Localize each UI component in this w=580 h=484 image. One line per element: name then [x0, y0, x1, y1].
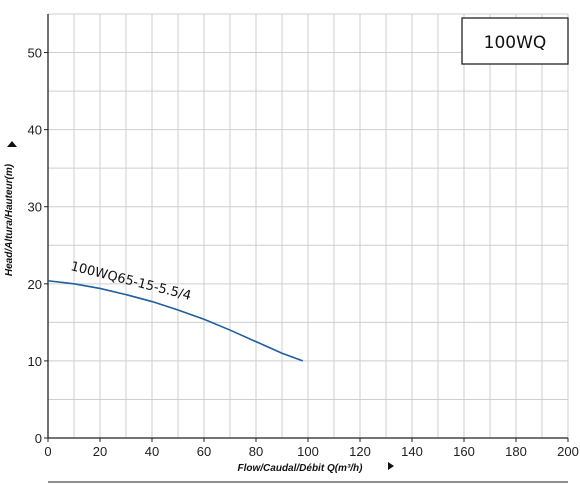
- x-tick-label: 140: [401, 444, 423, 459]
- x-tick-label: 180: [505, 444, 527, 459]
- y-axis-title: Head/Altura/Hauteur(m): [4, 163, 15, 276]
- y-tick-label: 10: [28, 354, 42, 369]
- y-tick-label: 50: [28, 46, 42, 61]
- x-tick-label: 200: [557, 444, 579, 459]
- y-tick-label: 20: [28, 277, 42, 292]
- x-tick-label: 0: [44, 444, 51, 459]
- x-tick-label: 100: [297, 444, 319, 459]
- y-tick-label: 30: [28, 200, 42, 215]
- y-tick-label: 40: [28, 123, 42, 138]
- x-tick-label: 60: [197, 444, 211, 459]
- x-tick-label: 120: [349, 444, 371, 459]
- series-line: [47, 279, 304, 362]
- model-box-label: 100WQ: [484, 33, 547, 53]
- y-tick-labels: 0 10 20 30 40 50: [28, 46, 48, 446]
- x-tick-label: 80: [249, 444, 263, 459]
- y-axis-arrow-icon: [7, 141, 17, 147]
- x-axis-arrow-icon: [388, 462, 394, 470]
- x-axis-title: Flow/Caudal/Débit Q(m³/h): [238, 463, 364, 474]
- x-tick-label: 40: [145, 444, 159, 459]
- y-tick-label: 0: [35, 431, 42, 446]
- model-box: [461, 17, 569, 65]
- series-layer: [47, 279, 304, 362]
- x-tick-labels: 0 20 40 60 80 100 120 140 160 180 200: [44, 438, 579, 459]
- x-tick-label: 160: [453, 444, 475, 459]
- series-label: 100WQ65-15-5.5/4: [69, 259, 193, 304]
- x-tick-label: 20: [93, 444, 107, 459]
- grid: [47, 13, 569, 439]
